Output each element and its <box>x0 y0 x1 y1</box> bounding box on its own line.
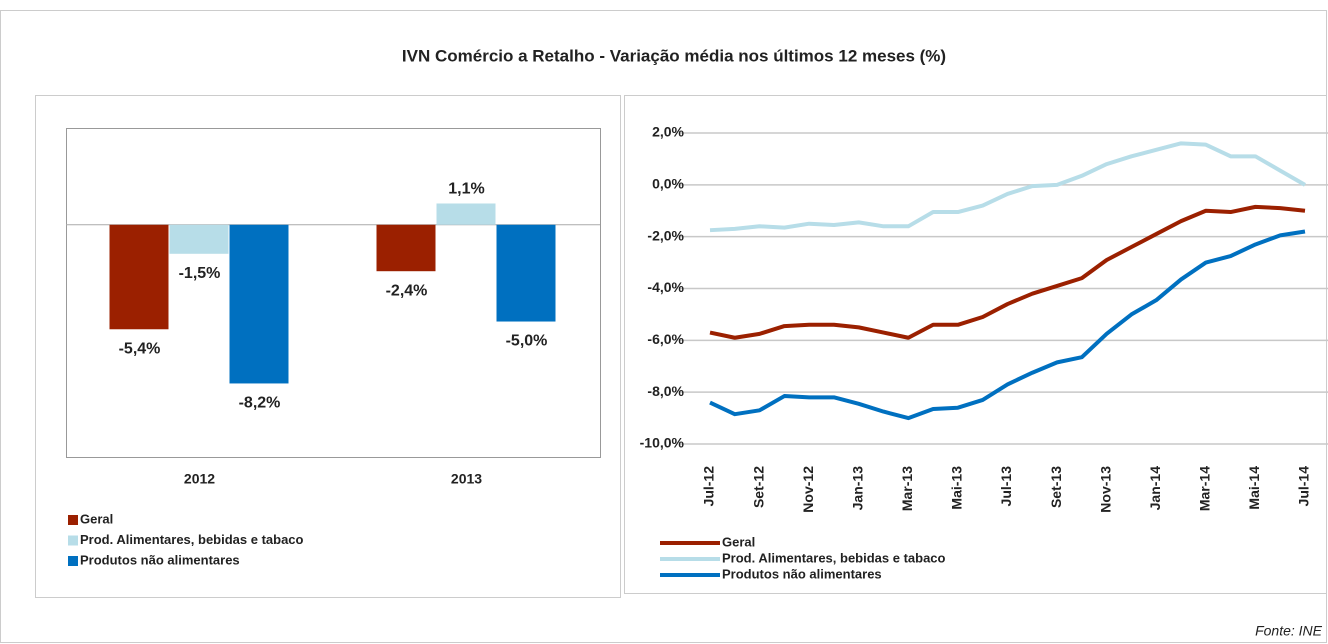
legend-label: Prod. Alimentares, bebidas e tabaco <box>722 550 946 565</box>
value-label: -5,4% <box>119 340 161 357</box>
legend-label: Produtos não alimentares <box>80 552 240 567</box>
y-tick-label: 0,0% <box>652 176 684 192</box>
x-tick-label: Mai-13 <box>949 466 965 510</box>
bar <box>169 224 229 254</box>
left-panel <box>35 95 621 598</box>
y-tick-label: -8,0% <box>647 383 684 399</box>
y-tick-label: -2,0% <box>647 227 684 243</box>
bar <box>376 224 436 272</box>
x-tick-label: Nov-13 <box>1097 466 1113 513</box>
right-panel <box>624 95 1327 594</box>
source: Fonte: INE <box>1255 623 1323 639</box>
y-tick-label: -4,0% <box>647 279 684 295</box>
legend-swatch <box>68 535 78 546</box>
legend-label: Prod. Alimentares, bebidas e tabaco <box>80 532 304 547</box>
bar <box>496 224 556 322</box>
x-tick-label: Mai-14 <box>1246 466 1262 510</box>
x-tick-label: Jan-14 <box>1147 466 1163 511</box>
x-tick-label: Jan-13 <box>849 466 865 511</box>
value-label: -5,0% <box>506 333 548 350</box>
value-label: 1,1% <box>448 181 484 198</box>
x-tick-label: Jul-14 <box>1296 466 1312 507</box>
x-tick-label: Set-13 <box>1048 466 1064 508</box>
bar <box>436 203 496 225</box>
series-line <box>709 204 1306 340</box>
y-tick-label: -10,0% <box>640 435 685 451</box>
value-label: -2,4% <box>386 282 428 299</box>
y-tick-label: 2,0% <box>652 124 684 140</box>
x-tick-label: Nov-12 <box>800 466 816 513</box>
bar-plot-area <box>66 128 601 458</box>
series-line <box>709 229 1306 421</box>
x-tick-label: Jul-13 <box>998 466 1014 507</box>
legend-label: Geral <box>722 534 755 549</box>
legend-label: Produtos não alimentares <box>722 566 882 581</box>
series-line <box>709 141 1306 233</box>
legend-swatch <box>68 556 78 566</box>
bar <box>109 224 169 330</box>
value-label: -8,2% <box>239 395 281 412</box>
outer-frame <box>0 10 1327 643</box>
value-label: -1,5% <box>179 265 221 282</box>
x-tick-label: Jul-12 <box>701 466 717 507</box>
legend-swatch <box>68 515 78 525</box>
x-tick-label: 2013 <box>451 471 482 487</box>
y-tick-label: -6,0% <box>647 331 684 347</box>
x-tick-label: 2012 <box>184 471 215 487</box>
chart-title: IVN Comércio a Retalho - Variação média … <box>402 46 946 65</box>
x-tick-label: Mar-13 <box>899 466 915 511</box>
legend-label: Geral <box>80 511 113 526</box>
bar <box>229 224 289 384</box>
x-tick-label: Set-12 <box>750 466 766 508</box>
x-tick-label: Mar-14 <box>1197 466 1213 511</box>
